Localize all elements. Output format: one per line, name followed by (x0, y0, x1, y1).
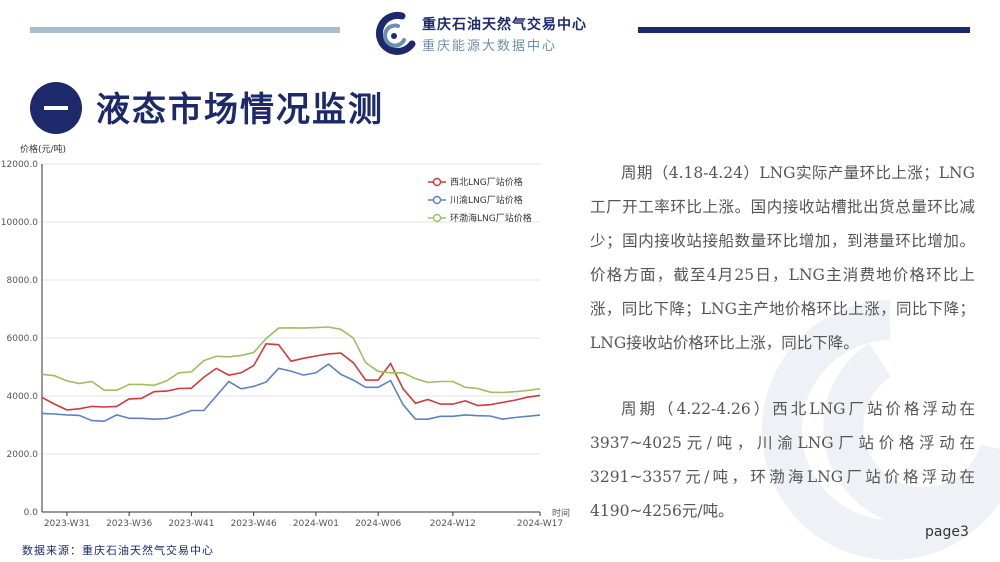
x-tick-label: 2024-W12 (430, 519, 476, 529)
y-tick-label: 8000.0 (7, 276, 39, 286)
x-tick-label: 2024-W06 (355, 519, 401, 529)
x-axis-title: 时间 (552, 507, 570, 519)
y-tick-label: 6000.0 (7, 334, 39, 344)
x-tick-label: 2023-W41 (168, 519, 214, 529)
summary-paragraph: 周期（4.18-4.24）LNG实际产量环比上涨；LNG工厂开工率环比上涨。国内… (590, 164, 975, 352)
legend-label: 环渤海LNG厂站价格 (450, 212, 532, 224)
legend-marker (432, 195, 442, 205)
brand-subname: 重庆能源大数据中心 (422, 39, 558, 54)
y-tick-label: 12000.0 (1, 160, 38, 170)
series-line (41, 342, 541, 411)
x-tick-label: 2023-W31 (44, 519, 90, 529)
header-bar-right (638, 27, 970, 33)
y-tick-label: 0.0 (24, 508, 39, 518)
page-number: page3 (925, 524, 969, 540)
price-range-paragraph: 周期（4.22-4.26）西北LNG厂站价格浮动在3937~4025元/吨，川渝… (590, 400, 975, 520)
background-swirl (761, 300, 1000, 560)
x-tick-label: 2024-W01 (293, 519, 339, 529)
company-logo-icon (375, 11, 416, 55)
series-line (41, 326, 541, 394)
legend-marker (432, 177, 442, 187)
price-line-chart: 价格(元/吨) 12000.0 10000.0 8000.0 6000.0 4000.0… (1, 143, 570, 529)
section-number-badge (30, 82, 82, 134)
x-tick-label: 2023-W36 (106, 519, 152, 529)
brand-name: 重庆石油天然气交易中心 (422, 17, 587, 33)
series-line (41, 363, 541, 423)
y-tick-label: 10000.0 (1, 218, 38, 228)
section-title: 液态市场情况监测 (96, 90, 384, 130)
legend-label: 西北LNG厂站价格 (450, 176, 523, 188)
x-tick-label: 2024-W17 (517, 519, 563, 529)
y-tick-label: 4000.0 (7, 392, 39, 402)
y-tick-label: 2000.0 (7, 450, 39, 460)
legend-marker (432, 213, 442, 223)
data-source: 数据来源：重庆石油天然气交易中心 (22, 544, 214, 557)
header-bar-left (30, 27, 340, 33)
y-axis-title: 价格(元/吨) (20, 143, 66, 155)
legend-label: 川渝LNG厂站价格 (450, 194, 523, 206)
x-tick-label: 2023-W46 (231, 519, 277, 529)
